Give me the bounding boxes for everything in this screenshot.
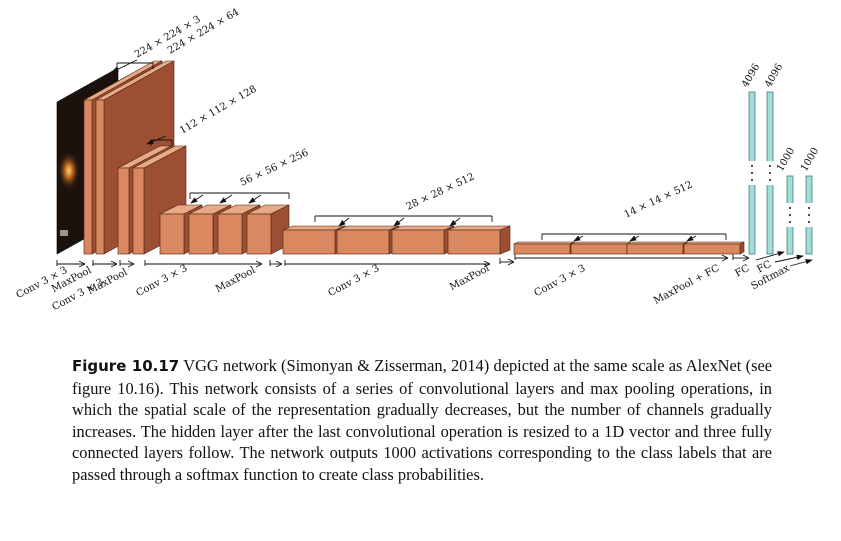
- dim-pointer: [219, 194, 233, 204]
- conv-block-14: [513, 241, 575, 255]
- dim-pointer: [449, 217, 461, 227]
- caption-text: VGG network (Simonyan & Zisserman, 2014)…: [72, 356, 772, 484]
- dim-pointer: [629, 235, 640, 242]
- op-bracket: [269, 260, 283, 268]
- dim-pointer: [573, 235, 584, 242]
- operation-label: MaxPool: [214, 265, 257, 295]
- conv-block-14: [626, 241, 688, 255]
- fc-layer-bar: [786, 175, 794, 255]
- fc-layer-bar: [748, 91, 756, 255]
- operation-label: FC: [733, 263, 751, 280]
- dim-pointer: [248, 194, 262, 204]
- op-pointer: [755, 251, 785, 261]
- fc-layer-bar: [766, 91, 774, 255]
- dim-pointer: [393, 217, 405, 227]
- op-bracket: [514, 254, 729, 262]
- op-pointer: [789, 259, 813, 267]
- dim-bracket: [189, 192, 290, 199]
- dim-bracket: [314, 215, 493, 222]
- operation-label: Conv 3 × 3: [326, 263, 381, 299]
- conv-block-14: [570, 241, 632, 255]
- layer-dim-label: 4096: [740, 62, 762, 90]
- op-bracket: [144, 260, 263, 268]
- layer-dim-label: 1000: [775, 146, 797, 174]
- operation-label: Conv 3 × 3: [532, 263, 587, 299]
- dim-pointer: [686, 235, 697, 242]
- layer-dim-label: 28 × 28 × 512: [405, 171, 477, 212]
- layer-dim-label: 56 × 56 × 256: [239, 147, 311, 188]
- conv-block-28: [447, 225, 511, 255]
- conv-block-14: [683, 241, 745, 255]
- dim-pointer: [111, 59, 138, 73]
- conv-block-28: [391, 225, 455, 255]
- fc-layer-bar: [805, 175, 813, 255]
- dim-bracket: [541, 233, 727, 240]
- layer-dim-label: 4096: [763, 62, 785, 90]
- conv-block-28: [336, 225, 400, 255]
- op-bracket: [732, 254, 750, 262]
- dim-pointer: [338, 217, 350, 227]
- op-bracket: [284, 260, 491, 268]
- figure-caption: Figure 10.17 VGG network (Simonyan & Zis…: [72, 355, 772, 486]
- op-bracket: [499, 258, 515, 266]
- conv-block-28: [282, 225, 346, 255]
- layer-dim-label: 112 × 112 × 128: [178, 84, 259, 137]
- dim-pointer: [190, 194, 204, 204]
- layer-dim-label: 14 × 14 × 512: [623, 179, 695, 220]
- operation-label: MaxPool + FC: [652, 263, 722, 307]
- layer-dim-label: 1000: [799, 146, 821, 174]
- figure-label: Figure 10.17: [72, 357, 180, 375]
- op-bracket: [119, 260, 135, 268]
- dim-pointer: [146, 135, 167, 145]
- operation-label: MaxPool: [448, 263, 491, 293]
- op-bracket: [92, 260, 118, 268]
- op-bracket: [56, 260, 86, 268]
- operation-label: Conv 3 × 3: [134, 263, 189, 299]
- op-pointer: [774, 254, 804, 263]
